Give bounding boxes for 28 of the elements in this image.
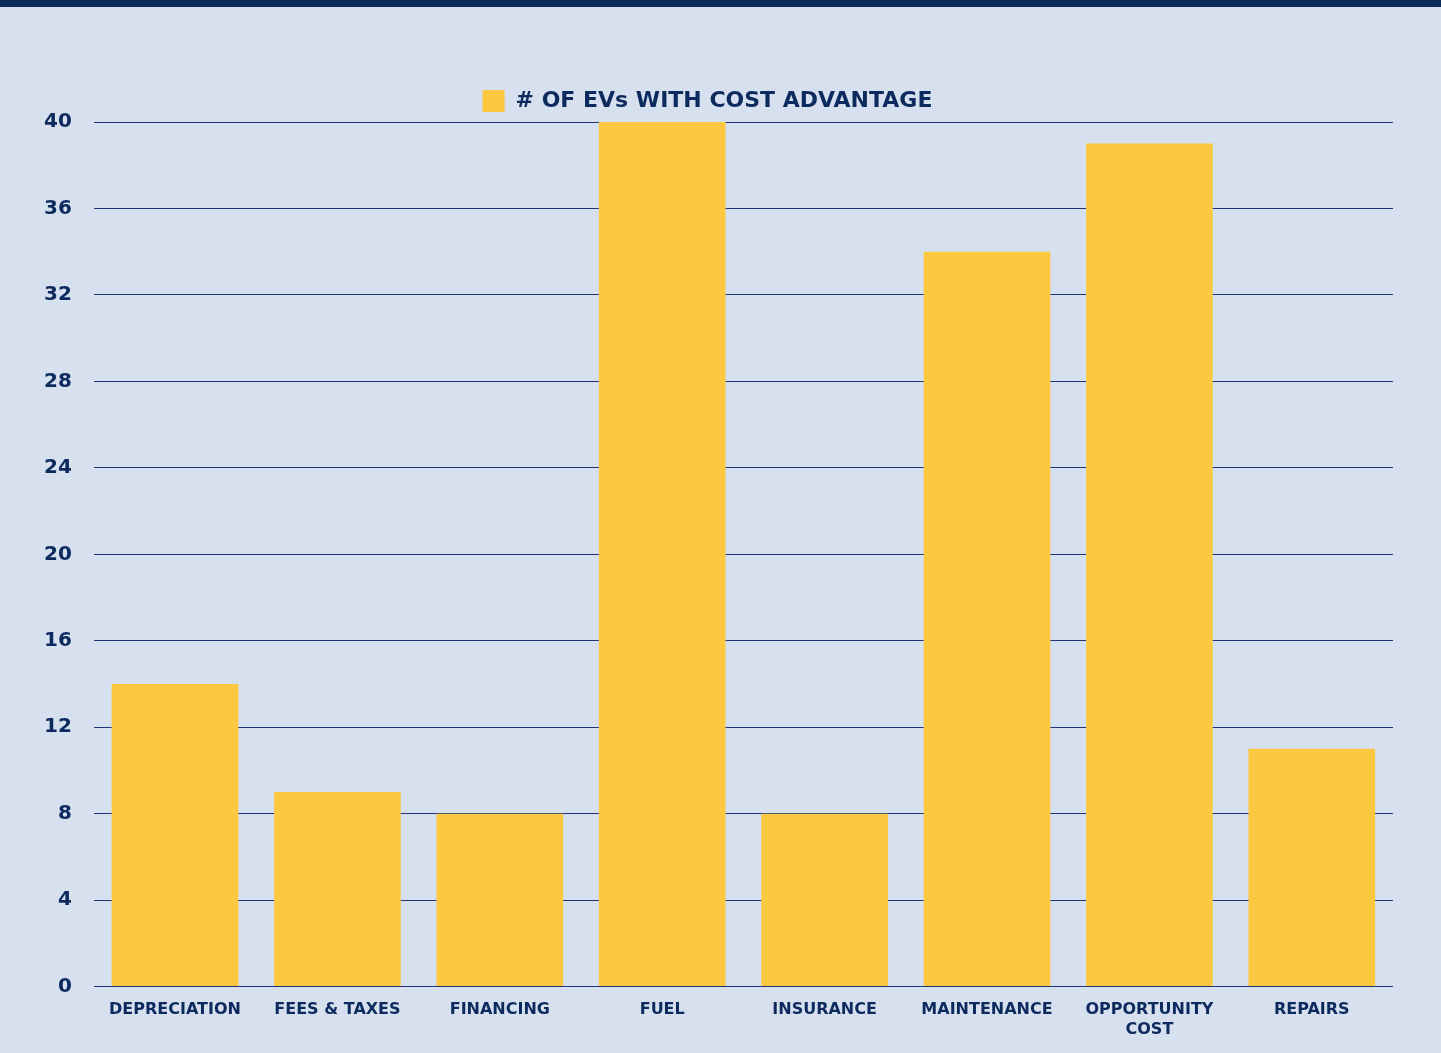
y-tick-label: 16 (43, 626, 72, 651)
y-tick-label: 20 (43, 540, 72, 565)
bar (274, 792, 401, 987)
y-tick-label: 4 (57, 886, 72, 911)
bar (761, 813, 888, 987)
bar (598, 122, 726, 987)
x-tick-label: MAINTENANCE (921, 999, 1053, 1019)
x-tick-label: FUEL (639, 999, 685, 1019)
bar (1086, 143, 1213, 987)
y-tick-label: 28 (43, 367, 72, 392)
x-tick-label: FINANCING (449, 999, 550, 1019)
y-tick-label: 8 (57, 799, 72, 824)
bar (923, 251, 1051, 987)
x-tick-label: DEPRECIATION (109, 999, 241, 1019)
y-tick-label: 0 (57, 972, 72, 997)
y-tick-label: 12 (43, 713, 72, 738)
x-tick-label: OPPORTUNITY COST (1085, 999, 1214, 1038)
y-tick-label: 36 (43, 194, 72, 219)
legend-label: # OF EVs WITH COST ADVANTAGE (515, 86, 933, 112)
x-tick-label: FEES & TAXES (274, 999, 401, 1019)
bar (111, 683, 239, 987)
x-tick-label: INSURANCE (772, 999, 877, 1019)
x-tick-label: REPAIRS (1273, 999, 1350, 1019)
bar (436, 813, 564, 987)
y-tick-label: 24 (43, 454, 72, 479)
bar (1248, 748, 1376, 987)
y-tick-label: 32 (43, 281, 72, 306)
y-tick-label: 40 (43, 108, 72, 133)
